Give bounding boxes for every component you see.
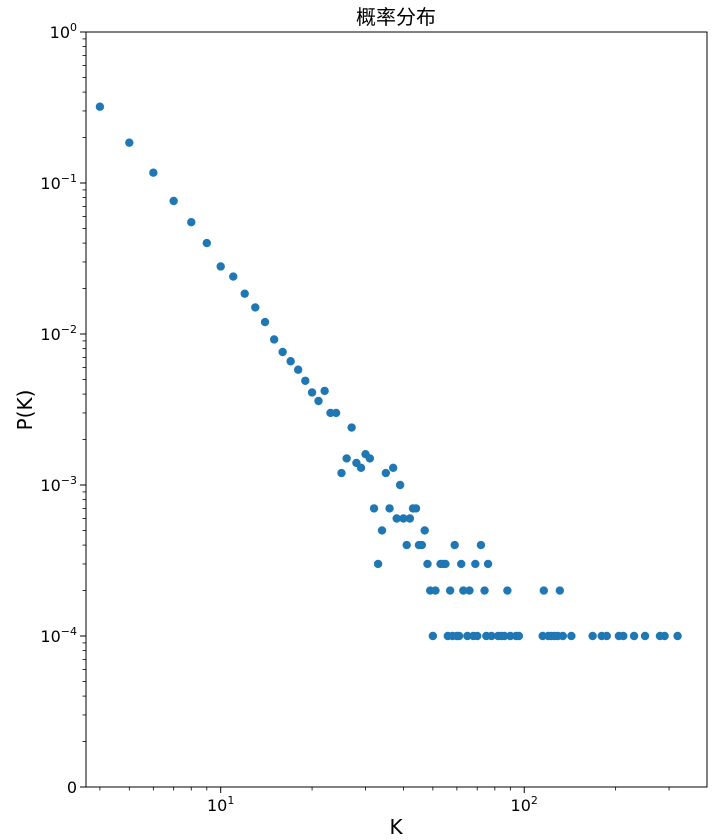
y-tick-label-3: 10−3 bbox=[40, 474, 77, 495]
data-point-84 bbox=[567, 631, 576, 641]
y-axis-label: P(K) bbox=[13, 390, 37, 431]
data-point-12 bbox=[278, 347, 287, 357]
data-point-57 bbox=[457, 559, 466, 569]
data-point-93 bbox=[660, 631, 669, 641]
data-point-54 bbox=[450, 540, 459, 550]
data-point-31 bbox=[381, 468, 391, 478]
data-point-21 bbox=[337, 468, 346, 478]
data-point-14 bbox=[293, 365, 303, 374]
y-tick-label-4: 10−4 bbox=[40, 625, 77, 646]
data-point-71 bbox=[500, 631, 509, 641]
data-point-18 bbox=[320, 386, 329, 396]
data-point-56 bbox=[454, 631, 464, 641]
data-point-25 bbox=[356, 463, 366, 472]
data-point-59 bbox=[463, 631, 472, 641]
data-point-47 bbox=[431, 586, 440, 595]
data-point-16 bbox=[307, 388, 317, 397]
data-point-75 bbox=[514, 631, 524, 641]
data-point-36 bbox=[399, 514, 408, 523]
data-point-0 bbox=[95, 102, 105, 111]
data-point-91 bbox=[640, 631, 650, 641]
data-point-68 bbox=[487, 631, 496, 641]
data-point-72 bbox=[503, 586, 512, 595]
data-point-4 bbox=[187, 218, 196, 227]
data-point-52 bbox=[445, 586, 455, 595]
data-point-94 bbox=[673, 631, 682, 641]
data-point-10 bbox=[260, 317, 270, 327]
data-point-67 bbox=[483, 559, 493, 569]
data-point-60 bbox=[465, 586, 474, 595]
data-point-23 bbox=[347, 423, 356, 432]
data-point-34 bbox=[392, 514, 401, 523]
data-point-44 bbox=[423, 559, 432, 569]
chart-title: 概率分布 bbox=[356, 5, 436, 29]
data-point-37 bbox=[402, 540, 411, 550]
data-point-83 bbox=[558, 631, 568, 641]
data-point-77 bbox=[539, 586, 549, 595]
data-point-82 bbox=[555, 586, 565, 595]
data-point-58 bbox=[459, 586, 468, 595]
data-point-6 bbox=[216, 262, 225, 271]
y-tick-label-0: 100 bbox=[50, 21, 77, 42]
data-point-5 bbox=[202, 238, 211, 248]
data-point-62 bbox=[471, 559, 480, 569]
data-point-27 bbox=[365, 454, 375, 463]
data-point-85 bbox=[588, 631, 597, 641]
data-point-22 bbox=[342, 454, 351, 463]
data-point-33 bbox=[388, 463, 398, 472]
data-point-15 bbox=[301, 376, 310, 385]
data-point-28 bbox=[369, 504, 379, 513]
x-axis: 101 102 bbox=[99, 787, 670, 815]
data-point-30 bbox=[377, 526, 387, 535]
y-axis: 100 10−1 10−2 10−3 10−4 0 bbox=[40, 21, 86, 797]
data-point-1 bbox=[125, 138, 134, 147]
x-axis-label: K bbox=[389, 815, 403, 839]
y-tick-label-2: 10−2 bbox=[40, 323, 77, 344]
data-point-43 bbox=[420, 526, 429, 535]
data-point-11 bbox=[269, 335, 279, 344]
data-point-13 bbox=[286, 357, 295, 366]
data-point-17 bbox=[314, 396, 323, 406]
x-tick-label-0: 101 bbox=[207, 794, 234, 815]
data-point-7 bbox=[229, 272, 238, 281]
data-point-90 bbox=[629, 631, 639, 641]
x-tick-label-1: 102 bbox=[511, 794, 538, 815]
data-point-63 bbox=[473, 631, 482, 641]
data-point-29 bbox=[373, 559, 383, 569]
plot-frame bbox=[85, 31, 708, 788]
data-point-3 bbox=[169, 196, 178, 206]
y-tick-label-5: 0 bbox=[67, 778, 77, 797]
data-point-50 bbox=[441, 559, 450, 569]
data-point-89 bbox=[619, 631, 628, 641]
y-tick-label-1: 10−1 bbox=[40, 172, 77, 193]
data-point-20 bbox=[331, 408, 341, 418]
data-point-46 bbox=[428, 631, 438, 641]
data-point-64 bbox=[476, 540, 486, 550]
data-point-35 bbox=[395, 480, 405, 490]
data-point-8 bbox=[240, 289, 249, 298]
data-point-2 bbox=[149, 168, 158, 177]
data-point-65 bbox=[480, 586, 489, 595]
data-point-42 bbox=[417, 540, 427, 550]
plot-area bbox=[95, 102, 682, 641]
data-point-9 bbox=[251, 303, 260, 312]
data-point-38 bbox=[405, 514, 415, 523]
data-point-40 bbox=[411, 504, 421, 513]
data-point-32 bbox=[385, 504, 394, 513]
data-point-87 bbox=[602, 631, 611, 641]
